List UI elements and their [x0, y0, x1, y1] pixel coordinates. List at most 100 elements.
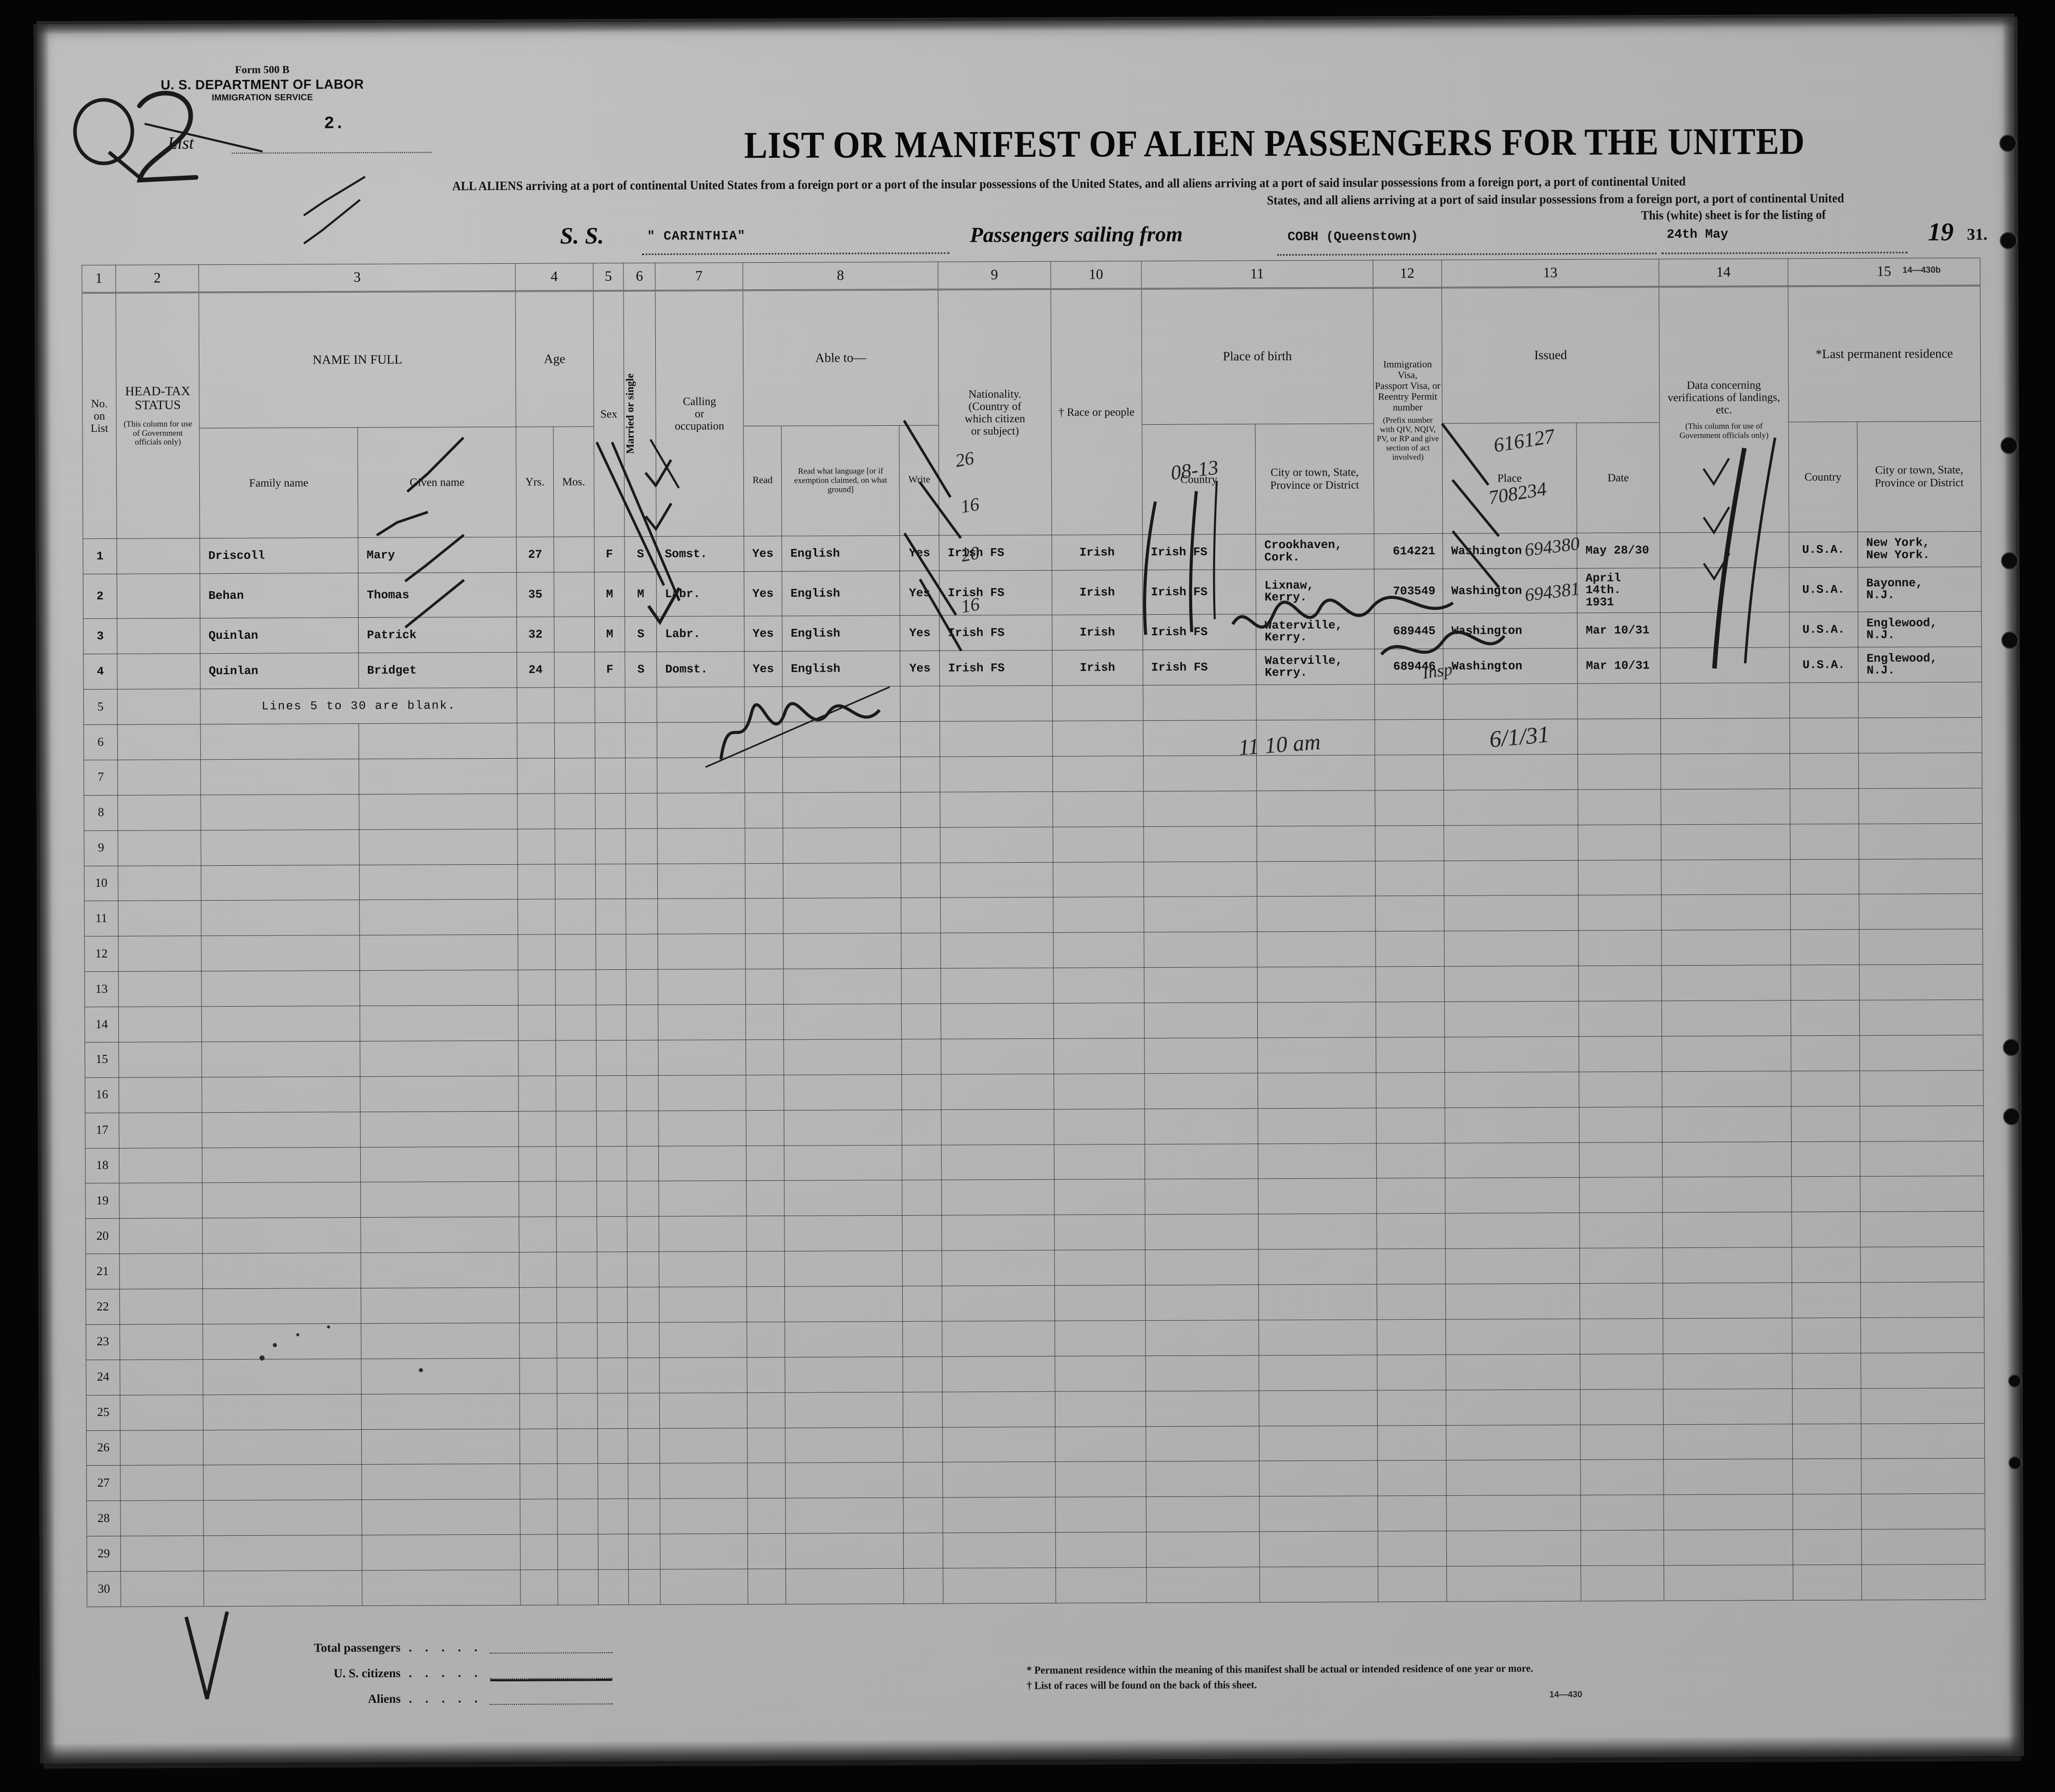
cell-blank	[744, 757, 783, 793]
cell-blank	[554, 722, 595, 758]
header-sex: Sex	[593, 290, 625, 537]
cell-blank	[1257, 967, 1376, 1003]
cell-blank	[1790, 859, 1859, 895]
cell-blank	[1859, 929, 1983, 965]
cell-blank	[1053, 897, 1144, 933]
cell-blank	[626, 863, 658, 899]
cell-blank	[203, 1535, 362, 1571]
cell-blank	[596, 1111, 627, 1147]
cell-residence-country: U.S.A.	[1789, 647, 1858, 683]
cell-blank	[596, 1252, 628, 1287]
cell-birth-city: Lixnaw, Kerry.	[1256, 569, 1375, 615]
cell-blank	[362, 1570, 521, 1606]
cell-blank	[1859, 1070, 1984, 1106]
aliens-dots: . . . . .	[409, 1692, 483, 1706]
cell-blank	[597, 1534, 629, 1570]
cell-verification	[1660, 648, 1790, 683]
cell-blank	[658, 1039, 746, 1076]
cell-blank	[520, 1499, 558, 1535]
cell-blank	[627, 1110, 659, 1147]
cell-blank	[1143, 720, 1257, 756]
cell-blank	[1861, 1458, 1985, 1494]
cell-blank	[902, 1286, 942, 1322]
header-residence-country: Country	[1788, 421, 1858, 532]
cell-blank	[902, 1251, 942, 1286]
cell-blank	[517, 793, 555, 829]
cell-blank	[626, 1005, 658, 1040]
cell-blank	[359, 723, 517, 759]
cell-sex: M	[594, 572, 625, 617]
cell-blank	[1791, 1247, 1861, 1283]
total-passengers-field[interactable]	[489, 1642, 613, 1654]
cell-row-number: 8	[84, 795, 118, 831]
head-tax-note: (This column for use of Government offic…	[123, 419, 192, 447]
cell-blank	[1052, 826, 1144, 862]
cell-head-tax	[116, 538, 200, 574]
cell-blank	[745, 933, 784, 969]
cell-family-name: Driscoll	[199, 537, 359, 574]
cell-blank	[1258, 1284, 1377, 1320]
cell-blank	[1580, 1318, 1664, 1355]
cell-blank	[1055, 1426, 1146, 1462]
cell-blank	[1663, 1318, 1792, 1354]
cell-blank	[1580, 1460, 1664, 1495]
cell-race: Irish	[1051, 534, 1143, 570]
cell-blank	[203, 1464, 362, 1501]
cell-blank	[1054, 1356, 1146, 1391]
cell-blank	[1053, 932, 1144, 968]
cell-able-write: Yes	[900, 535, 940, 571]
cell-blank	[1861, 1493, 1985, 1530]
cell-age-years: 24	[516, 652, 554, 688]
cell-blank	[517, 687, 554, 723]
us-citizens-field[interactable]	[489, 1668, 613, 1680]
cell-blank	[597, 1428, 629, 1464]
cell-blank	[628, 1534, 660, 1570]
cell-blank	[520, 1570, 558, 1606]
cell-residence-country: U.S.A.	[1789, 567, 1858, 613]
cell-blank	[597, 1322, 628, 1358]
cell-blank	[1054, 1249, 1146, 1286]
cell-blank	[1791, 1071, 1860, 1107]
aliens-field[interactable]	[490, 1693, 613, 1705]
colnum-7: 7	[655, 262, 743, 291]
cell-blank	[596, 1075, 627, 1111]
cell-blank	[784, 1074, 902, 1111]
cell-blank	[203, 1394, 362, 1430]
cell-residence-country: U.S.A.	[1789, 612, 1858, 648]
cell-blank	[943, 1568, 1056, 1604]
cell-head-tax	[117, 618, 200, 654]
cell-blank	[902, 1039, 942, 1075]
cell-blank	[1145, 1214, 1259, 1250]
cell-blank	[1376, 1108, 1445, 1143]
cell-verification	[1660, 612, 1790, 649]
cell-race: Irish	[1052, 615, 1143, 651]
cell-blank	[660, 1498, 748, 1534]
cell-blank	[1144, 1073, 1258, 1109]
cell-blank	[361, 1428, 521, 1465]
cell-blank	[785, 1357, 903, 1393]
cell-blank	[594, 722, 626, 758]
cell-blank	[746, 1286, 785, 1322]
cell-race: Irish	[1051, 570, 1143, 615]
cell-blank	[1258, 1249, 1377, 1285]
cell-blank	[658, 1110, 746, 1146]
cell-given-name: Patrick	[358, 617, 517, 653]
visa-line2: Passport Visa, or	[1375, 380, 1441, 392]
cell-blank	[744, 828, 783, 864]
cell-birth-country: Irish FS	[1143, 614, 1257, 650]
cell-blank	[903, 1427, 943, 1463]
cell-blank	[902, 1215, 942, 1251]
cell-blank	[1443, 789, 1579, 826]
cell-blank	[1664, 1565, 1793, 1601]
cell-blank	[1663, 1424, 1793, 1460]
cell-blank	[1445, 1142, 1580, 1178]
cell-blank	[1376, 1142, 1445, 1179]
cell-visa-number: 614221	[1374, 533, 1443, 569]
cell-blank	[783, 933, 902, 969]
cell-blank	[1662, 1141, 1792, 1178]
cell-residence-city-line2: N.J.	[1866, 663, 1895, 677]
cell-blank	[942, 1462, 1055, 1498]
colnum-6: 6	[624, 263, 656, 291]
colnum-4: 4	[515, 263, 593, 291]
cell-language: English	[782, 571, 900, 616]
